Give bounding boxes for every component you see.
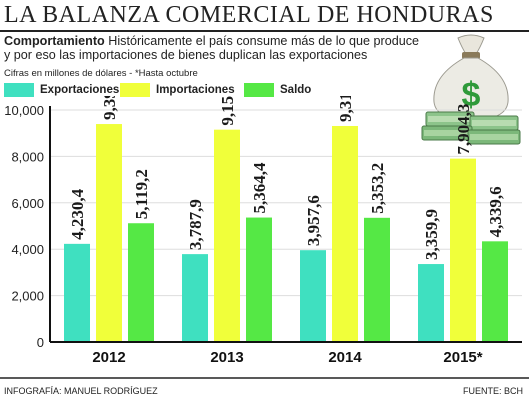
- bar-exportaciones: [182, 254, 208, 342]
- x-tick-label: 2015*: [443, 349, 482, 366]
- data-label-importaciones: 7,904,3: [454, 104, 473, 155]
- x-tick-label: 2013: [210, 349, 243, 366]
- y-tick-label: 2,000: [11, 289, 44, 304]
- credit-text: INFOGRAFÍA: MANUEL RODRÍGUEZ: [4, 386, 158, 396]
- data-label-importaciones: 9,394,6: [100, 96, 119, 120]
- chart-subtitle: Comportamiento Históricamente el país co…: [4, 34, 424, 62]
- subtitle-text: Históricamente el país consume más de lo…: [4, 34, 420, 62]
- legend-label-importaciones: Importaciones: [156, 84, 235, 96]
- bar-saldo: [128, 223, 154, 342]
- data-label-importaciones: 9,310,8: [336, 96, 355, 122]
- bar-exportaciones: [300, 250, 326, 342]
- data-label-importaciones: 9,152,3: [218, 96, 237, 126]
- bar-exportaciones: [64, 243, 90, 342]
- y-tick-label: 0: [37, 335, 44, 350]
- legend-label-exportaciones: Exportaciones: [40, 84, 120, 96]
- bar-exportaciones: [418, 264, 444, 342]
- data-label-saldo: 5,353,2: [368, 163, 387, 214]
- legend-saldo: Saldo: [244, 82, 311, 98]
- bar-saldo: [364, 217, 390, 342]
- bar-importaciones: [214, 129, 240, 342]
- data-label-exportaciones: 3,359,9: [422, 209, 441, 260]
- title-rule: [0, 30, 529, 32]
- bar-saldo: [246, 217, 272, 342]
- data-label-exportaciones: 4,230,4: [68, 188, 87, 240]
- unit-note: Cifras en millones de dólares - *Hasta o…: [4, 68, 198, 79]
- source-text: FUENTE: BCH: [462, 386, 523, 396]
- legend-swatch-importaciones: [120, 83, 150, 97]
- chart-title: LA BALANZA COMERCIAL DE HONDURAS: [4, 2, 494, 28]
- money-bag-icon: $: [421, 34, 521, 145]
- x-tick-label: 2014: [328, 349, 362, 366]
- money-bag-shape: $: [433, 34, 509, 121]
- subtitle-bold: Comportamiento: [4, 34, 105, 48]
- y-tick-label: 10,000: [4, 103, 44, 118]
- bar-importaciones: [450, 158, 476, 342]
- y-tick-label: 8,000: [11, 149, 44, 164]
- bar-chart: 0 2,000 4,000 6,000 8,000 10,000 4,230,4 9,394,…: [0, 96, 529, 379]
- y-tick-label: 6,000: [11, 196, 44, 211]
- bar-importaciones: [332, 125, 358, 342]
- legend-swatch-exportaciones: [4, 83, 34, 97]
- svg-text:$: $: [462, 76, 481, 114]
- data-label-saldo: 5,119,2: [132, 169, 151, 219]
- legend-exportaciones: Exportaciones: [4, 82, 119, 98]
- cash-stack: [421, 111, 521, 145]
- data-label-exportaciones: 3,787,9: [186, 199, 205, 250]
- data-label-saldo: 5,364,4: [250, 162, 269, 214]
- legend-importaciones: Importaciones: [120, 82, 235, 98]
- data-label-saldo: 4,339,6: [486, 186, 505, 237]
- data-label-exportaciones: 3,957,6: [304, 195, 323, 246]
- bar-saldo: [482, 241, 508, 342]
- y-tick-label: 4,000: [11, 242, 44, 257]
- bar-importaciones: [96, 124, 122, 342]
- x-tick-label: 2012: [92, 349, 125, 366]
- legend-swatch-saldo: [244, 83, 274, 97]
- legend-label-saldo: Saldo: [280, 84, 312, 96]
